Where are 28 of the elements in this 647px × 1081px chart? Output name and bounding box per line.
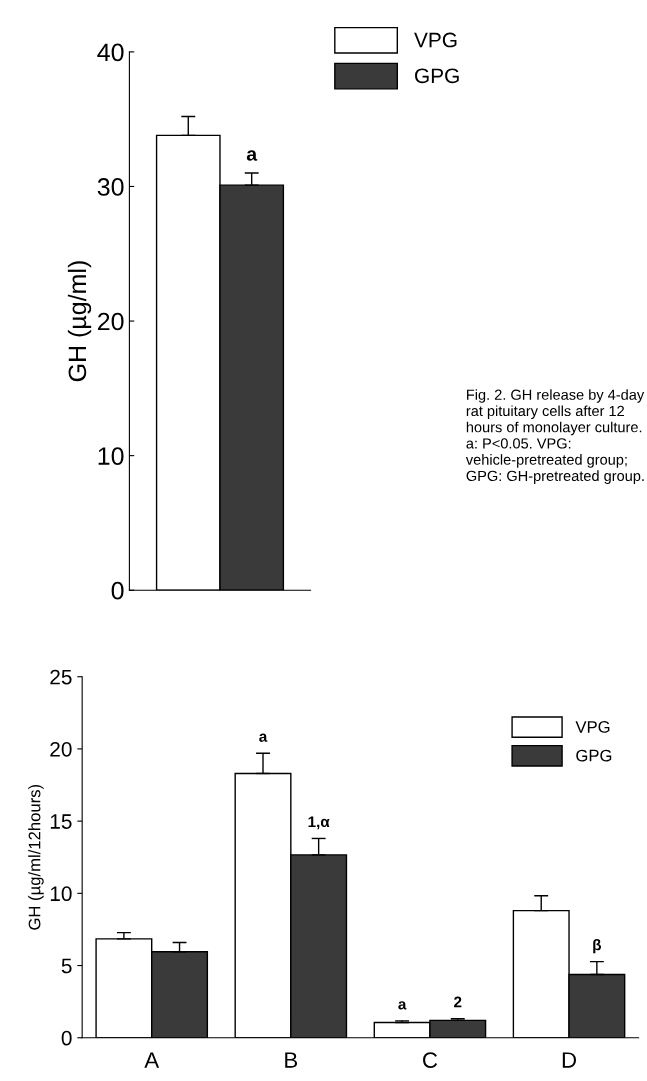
y-tick-label: 25 (50, 669, 72, 685)
y-tick-label: 20 (97, 312, 124, 331)
legend-label: GPG (576, 749, 612, 762)
x-tick-label: A (144, 1052, 160, 1068)
legend-label: GPG (415, 68, 459, 84)
legend-label: VPG (414, 32, 457, 48)
y-tick-label: 10 (50, 886, 72, 902)
caption: Fig. 2. GH release by 4-day rat pituitary cells after 12 hours of monolayer culture. a: P<0.05. VPG: vehicle-pretreated group; GPG: GH-pretreated group. (465, 389, 645, 484)
y-tick-label: 20 (50, 741, 72, 757)
x-tick-label: D (562, 1052, 576, 1068)
legend-label: VPG (575, 721, 610, 733)
y-tick-label: 0 (61, 1030, 72, 1046)
y-tick-label: 40 (97, 43, 124, 62)
annotation: a (246, 150, 258, 161)
y-tick-label: 15 (50, 814, 72, 829)
y-tick-label: 10 (98, 447, 124, 465)
annotation: 1,α (308, 816, 330, 830)
y-axis-title: GH (µg/ml) (67, 261, 92, 382)
annotation: 2 (454, 996, 462, 1008)
x-tick-label: C (423, 1052, 438, 1068)
annotation: β (593, 939, 602, 954)
y-axis-title: GH (µg/ml/12hours) (28, 784, 44, 930)
y-tick-label: 0 (111, 581, 124, 600)
y-tick-label: 30 (97, 178, 124, 196)
annotation: a (259, 733, 268, 742)
annotation: a (398, 1001, 407, 1010)
y-tick-label: 5 (61, 958, 72, 974)
x-tick-label: B (285, 1052, 298, 1068)
